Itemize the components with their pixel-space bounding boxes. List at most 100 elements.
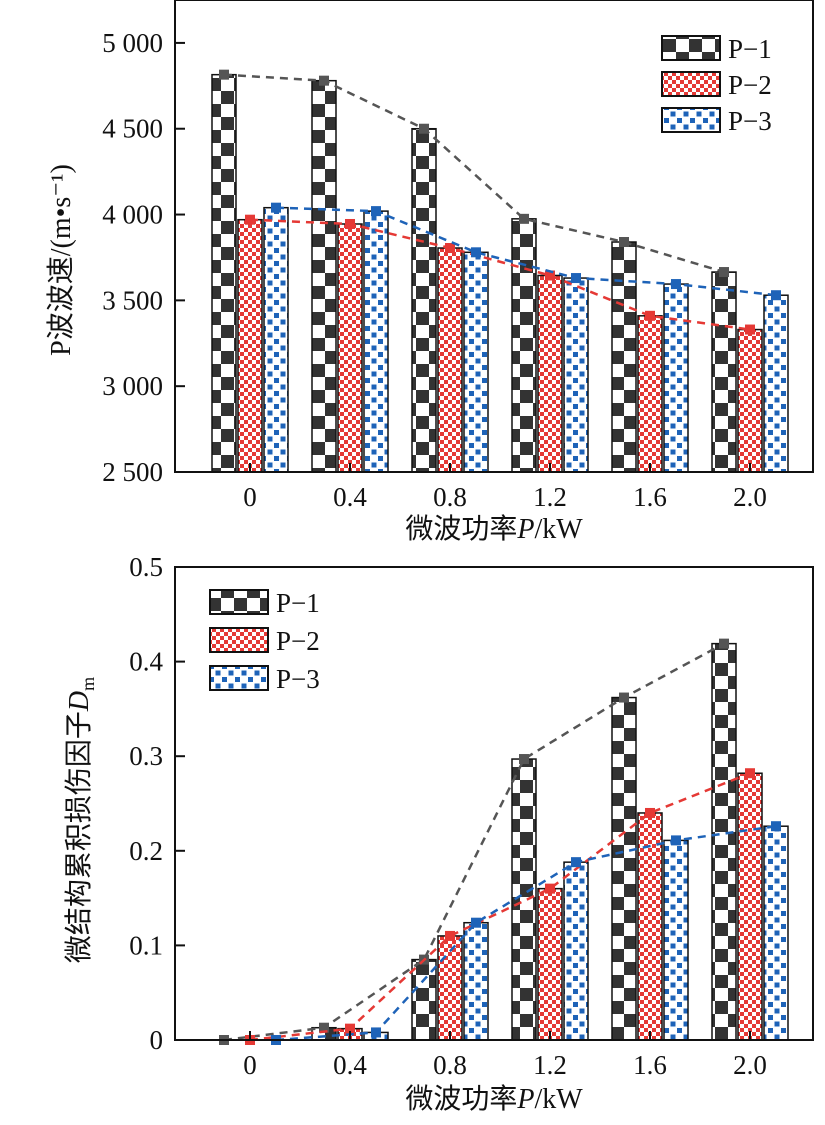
bar-p-2-0 xyxy=(237,218,263,473)
x-axis-ticks: 0 0.4 0.8 1.2 1.6 2.0 xyxy=(243,463,767,512)
bar-p-1-1.6 xyxy=(611,241,637,473)
trend-lines xyxy=(219,638,781,1045)
legend-swatch-p-1 xyxy=(661,35,721,61)
bar-p-1-0.8 xyxy=(411,127,437,473)
bar-p-2-1.2 xyxy=(537,887,563,1041)
bar-p-3-0 xyxy=(263,206,289,473)
x-axis-title: 微波功率P/kW xyxy=(405,1083,583,1115)
bar-p-1-0.8 xyxy=(411,958,437,1041)
y-tick-label: 0.5 xyxy=(129,552,163,582)
bar-p-2-2.0 xyxy=(737,328,763,473)
bar-p-3-0.8 xyxy=(463,251,489,473)
x-axis-title: 微波功率P/kW xyxy=(405,513,583,545)
y-tick-label: 0.1 xyxy=(129,930,163,960)
point-p-1-0 xyxy=(219,69,229,80)
legend: P−1 P−2 P−3 xyxy=(209,588,320,694)
point-p-2-2.0 xyxy=(745,768,755,779)
point-p-2-2.0 xyxy=(745,324,755,335)
bar-p-2-0.8 xyxy=(437,935,463,1041)
x-tick-label: 1.6 xyxy=(633,482,667,512)
point-p-3-2.0 xyxy=(771,821,781,832)
p-wave-velocity-chart: 2 500 3 000 3 500 4 000 4 500 5 000 0 0.4 0.8 1.… xyxy=(45,0,814,545)
point-p-3-1.2 xyxy=(571,273,581,284)
bar-p-1-1.2 xyxy=(511,218,537,473)
legend: P−1 P−2 P−3 xyxy=(661,34,772,136)
bar-p-2-1.6 xyxy=(637,315,663,473)
point-p-1-1.6 xyxy=(619,692,629,703)
x-tick-label: 1.2 xyxy=(533,1050,567,1080)
plot-frame xyxy=(174,0,814,473)
x-tick-label: 2.0 xyxy=(733,1050,767,1080)
bar-p-3-1.6 xyxy=(663,283,689,473)
bar-p-3-1.2 xyxy=(563,277,589,473)
legend-label-p-2: P−2 xyxy=(276,626,320,656)
legend-label-p-3: P−3 xyxy=(276,664,320,694)
x-tick-label: 0 xyxy=(243,482,257,512)
point-p-1-0.8 xyxy=(419,123,429,134)
point-p-3-0.4 xyxy=(371,206,381,217)
point-p-3-0.8 xyxy=(471,917,481,928)
x-tick-label: 0.4 xyxy=(333,1050,367,1080)
point-p-2-0.4 xyxy=(345,218,355,229)
point-p-3-0.4 xyxy=(371,1027,381,1038)
trend-lines xyxy=(219,69,781,335)
bars xyxy=(311,642,789,1041)
point-p-2-0.8 xyxy=(445,930,455,941)
legend-label-p-3: P−3 xyxy=(728,106,772,136)
y-tick-label: 0.3 xyxy=(129,741,163,771)
point-p-2-0 xyxy=(245,214,255,225)
bar-p-2-1.2 xyxy=(537,274,563,473)
y-tick-label: 3 000 xyxy=(102,371,163,401)
plot-frame xyxy=(174,566,814,1041)
trend-line-p-1 xyxy=(223,73,725,274)
point-p-3-1.6 xyxy=(671,279,681,290)
y-tick-label: 3 500 xyxy=(102,285,163,315)
y-axis-title: 微结构累积损伤因子Dm xyxy=(63,677,98,963)
point-p-1-1.2 xyxy=(519,213,529,224)
point-p-1-2.0 xyxy=(719,638,729,649)
bar-p-3-2.0 xyxy=(763,294,789,473)
point-p-1-0.4 xyxy=(319,1022,329,1033)
bar-p-1-2.0 xyxy=(711,642,737,1041)
y-tick-label: 0.4 xyxy=(129,647,163,677)
point-p-3-1.2 xyxy=(571,857,581,868)
legend-label-p-1: P−1 xyxy=(276,588,320,618)
y-tick-label: 2 500 xyxy=(102,457,163,487)
point-p-1-1.6 xyxy=(619,237,629,248)
x-tick-label: 0.8 xyxy=(433,1050,467,1080)
point-p-2-1.6 xyxy=(645,807,655,818)
legend-label-p-2: P−2 xyxy=(728,70,772,100)
trend-line-p-2 xyxy=(249,218,751,331)
bar-p-1-0.4 xyxy=(311,79,337,473)
y-axis-title: P波波速/(m•s⁻¹) xyxy=(45,164,77,356)
bar-p-1-2.0 xyxy=(711,271,737,473)
legend-swatch-p-2 xyxy=(661,71,721,97)
bar-p-2-2.0 xyxy=(737,772,763,1041)
point-p-2-0.4 xyxy=(345,1023,355,1034)
bar-p-2-1.6 xyxy=(637,812,663,1041)
y-tick-label: 4 500 xyxy=(102,114,163,144)
trend-line-p-3 xyxy=(275,206,777,297)
point-p-3-0 xyxy=(271,202,281,213)
y-tick-label: 0.2 xyxy=(129,836,163,866)
legend-swatch-p-1 xyxy=(209,589,269,615)
point-p-1-2.0 xyxy=(719,267,729,278)
bar-p-3-1.2 xyxy=(563,861,589,1041)
legend-label-p-1: P−1 xyxy=(728,34,772,64)
legend-swatch-p-3 xyxy=(209,665,269,691)
bars xyxy=(211,73,789,473)
x-tick-label: 0 xyxy=(243,1050,257,1080)
bar-p-3-2.0 xyxy=(763,825,789,1041)
y-tick-label: 0 xyxy=(150,1025,164,1055)
bar-p-3-0.4 xyxy=(363,210,389,473)
bar-p-3-0.8 xyxy=(463,921,489,1041)
x-tick-label: 2.0 xyxy=(733,482,767,512)
x-axis-ticks: 0 0.4 0.8 1.2 1.6 2.0 xyxy=(243,1031,767,1080)
bar-p-1-0 xyxy=(211,73,237,473)
bar-p-3-1.6 xyxy=(663,839,689,1041)
point-p-3-2.0 xyxy=(771,290,781,301)
y-axis-ticks: 0 0.1 0.2 0.3 0.4 0.5 xyxy=(129,552,185,1055)
legend-swatch-p-2 xyxy=(209,627,269,653)
x-tick-label: 1.2 xyxy=(533,482,567,512)
